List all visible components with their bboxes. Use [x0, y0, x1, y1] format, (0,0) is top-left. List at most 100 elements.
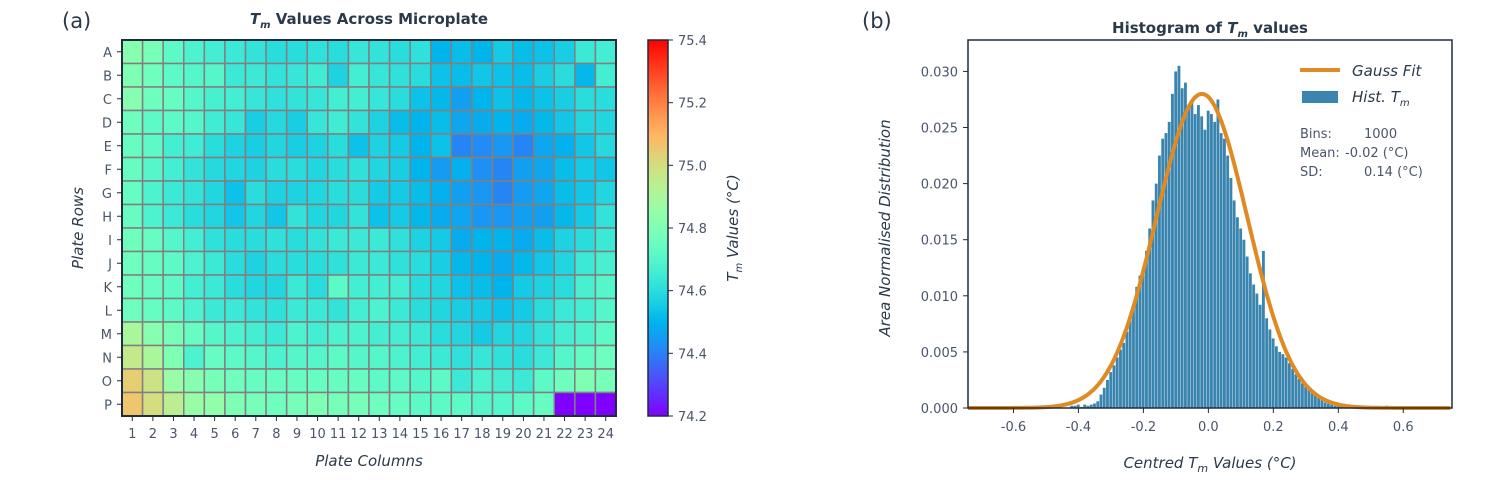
colorbar-tick-label: 74.6: [678, 285, 707, 300]
cell-N6: [224, 344, 247, 370]
cell-F20: [512, 156, 535, 182]
y-tick-label: 0.010: [921, 290, 958, 305]
cell-K8: [265, 274, 288, 300]
histogram-bar: [1226, 155, 1230, 408]
cell-A9: [285, 39, 308, 65]
cell-F6: [224, 156, 247, 182]
row-tick-label: K: [103, 281, 112, 296]
histogram-bar: [1300, 383, 1304, 408]
cell-N10: [306, 344, 329, 370]
colorbar-tick-label: 74.8: [678, 222, 707, 237]
histogram-bar: [1317, 397, 1321, 408]
cell-D7: [244, 109, 267, 135]
histogram-bar: [1145, 250, 1148, 408]
cell-A7: [244, 39, 267, 65]
cell-E7: [244, 133, 267, 159]
cell-P1: [121, 391, 144, 417]
cell-E1: [121, 133, 144, 159]
cell-O23: [574, 368, 597, 394]
cell-F14: [388, 156, 411, 182]
cell-E5: [203, 133, 226, 159]
cell-K23: [574, 274, 597, 300]
cell-M20: [512, 321, 535, 347]
histogram-bar: [1310, 393, 1314, 408]
histogram-bar: [1177, 65, 1181, 409]
histogram-xlabel-pre: Centred: [1123, 454, 1188, 472]
cell-O22: [553, 368, 576, 394]
cell-F18: [471, 156, 494, 182]
histogram-bar: [1265, 318, 1269, 408]
cell-F12: [347, 156, 370, 182]
cell-O20: [512, 368, 535, 394]
histogram-bar: [1297, 378, 1301, 408]
cell-P8: [265, 391, 288, 417]
cell-K22: [553, 274, 576, 300]
heatmap-title-sub: m: [260, 20, 270, 31]
cell-M1: [121, 321, 144, 347]
cell-G7: [244, 180, 267, 206]
colorbar-tick-label: 75.2: [678, 97, 707, 112]
cell-M4: [183, 321, 206, 347]
histogram-bar: [1102, 387, 1106, 408]
cell-D4: [183, 109, 206, 135]
histogram-bar: [1323, 402, 1327, 408]
cell-N21: [532, 344, 556, 370]
cell-G3: [162, 180, 185, 206]
cell-I1: [121, 227, 144, 253]
cell-C9: [285, 86, 308, 112]
histogram-bar: [1115, 357, 1119, 408]
cell-M8: [265, 321, 288, 347]
cell-J4: [183, 250, 206, 276]
cell-D21: [532, 109, 556, 135]
cell-C13: [368, 86, 391, 112]
cell-A17: [450, 39, 473, 65]
cell-P2: [141, 391, 164, 417]
cell-P15: [409, 391, 432, 417]
cell-O16: [430, 368, 453, 394]
cell-P7: [244, 391, 267, 417]
column-tick-label: 21: [536, 427, 553, 442]
cell-H10: [306, 203, 329, 229]
cell-F2: [141, 156, 164, 182]
cell-C24: [594, 86, 617, 112]
cell-B15: [409, 62, 432, 88]
cell-E13: [368, 133, 391, 159]
cell-I15: [409, 227, 432, 253]
histogram-bar: [1093, 403, 1096, 408]
cell-H15: [409, 203, 432, 229]
cell-J14: [388, 250, 411, 276]
row-tick-label: H: [102, 210, 112, 225]
cell-D9: [285, 109, 308, 135]
x-tick-label: -0.2: [1131, 420, 1156, 435]
cell-B24: [594, 62, 617, 88]
cell-A15: [409, 39, 432, 65]
histogram-bar: [1135, 286, 1139, 408]
cell-B22: [553, 62, 576, 88]
cell-O8: [265, 368, 288, 394]
column-tick-label: 3: [169, 427, 177, 442]
cell-M21: [532, 321, 556, 347]
cell-J1: [121, 250, 144, 276]
row-tick-label: A: [103, 46, 112, 61]
row-tick-label: J: [107, 257, 112, 272]
cell-H23: [574, 203, 597, 229]
histogram-bar: [1258, 304, 1262, 408]
cell-J9: [285, 250, 308, 276]
cell-L15: [409, 297, 432, 323]
column-tick-label: 18: [474, 427, 491, 442]
cell-D6: [224, 109, 247, 135]
colorbar-label-t: T: [724, 271, 742, 282]
heatmap-frame: [121, 39, 617, 417]
histogram-bar: [1089, 404, 1093, 408]
cell-J7: [244, 250, 267, 276]
cell-P11: [327, 391, 350, 417]
histogram-bar: [1307, 390, 1311, 408]
row-tick-label: I: [108, 234, 112, 249]
row-tick-label: M: [101, 328, 112, 343]
histogram-bar: [1197, 105, 1200, 408]
histogram-xlabel-t: T: [1188, 454, 1199, 472]
column-tick-label: 23: [577, 427, 594, 442]
cell-J6: [224, 250, 247, 276]
x-tick-label: 0.0: [1198, 420, 1219, 435]
cell-K4: [183, 274, 206, 300]
